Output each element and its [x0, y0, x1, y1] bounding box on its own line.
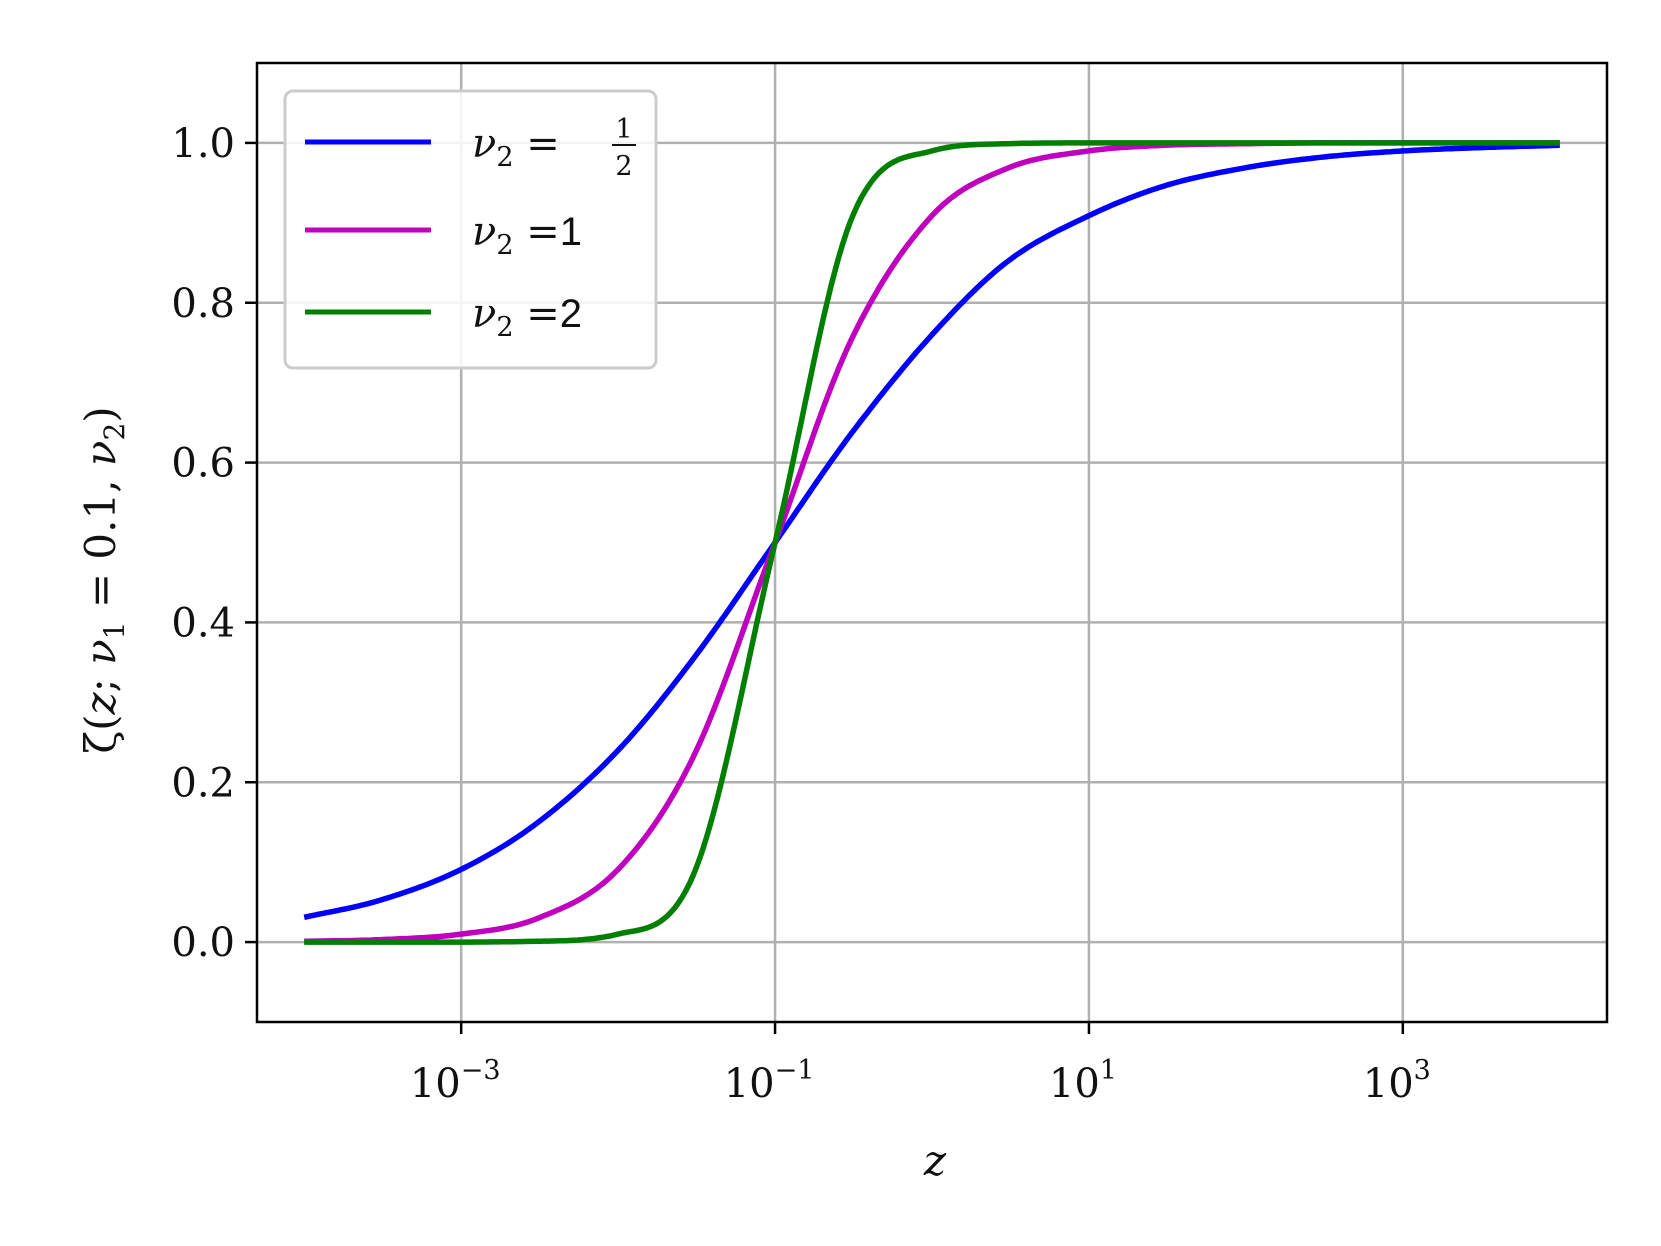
legend-sub-1: 2	[496, 230, 513, 261]
y-axis-label-equals: = 0.1,	[76, 466, 125, 621]
x-tick-exponent: 3	[1414, 1055, 1431, 1086]
series-line-3	[304, 140, 1560, 945]
legend-sub-half: 2	[496, 142, 513, 173]
y-axis-label-sub2: 2	[98, 423, 131, 441]
legend-value-1: 1	[560, 210, 582, 254]
legend-label-nu2-2: ν2 =2	[472, 291, 582, 343]
x-tick-exponent: −3	[461, 1055, 501, 1086]
x-tick-base: 10	[1363, 1061, 1414, 1107]
series-line-1	[303, 142, 1560, 920]
y-axis-label-nu1: ν	[76, 639, 125, 665]
legend-label-nu2-1: ν2 =1	[472, 209, 582, 261]
legend-nu-2: ν	[472, 291, 496, 337]
x-tick-base: 10	[410, 1061, 461, 1107]
x-tick-label: 10−3	[410, 1055, 501, 1107]
x-tick-base: 10	[724, 1061, 775, 1107]
legend-value-2: 2	[560, 292, 582, 336]
y-tick-label: 1.0	[171, 121, 235, 167]
x-axis-label: z	[923, 1136, 947, 1185]
x-tick-exponent: 1	[1100, 1055, 1117, 1086]
y-tick-label: 0.8	[171, 281, 235, 327]
legend-fraction: 1 2	[612, 114, 636, 182]
y-axis-label-close: )	[76, 406, 125, 422]
y-tick-label: 0.4	[171, 600, 235, 646]
y-axis-label-zeta: ζ(	[76, 715, 125, 754]
legend-label-nu2-half: ν2 =	[472, 121, 560, 173]
axes	[255, 61, 1609, 1024]
y-axis-label-semi: ;	[76, 665, 125, 693]
series-lines	[303, 140, 1560, 945]
legend-fraction-numerator: 1	[615, 114, 632, 145]
y-tick-label: 0.2	[171, 760, 235, 806]
y-axis-label-z: z	[76, 692, 125, 716]
y-axis-label-sub1: 1	[98, 621, 131, 639]
legend-eq-2: =	[514, 291, 560, 337]
x-tick-label: 103	[1363, 1055, 1431, 1107]
legend-nu-1: ν	[472, 209, 496, 255]
legend-nu-half: ν	[472, 121, 496, 167]
legend-eq-1: =	[514, 209, 560, 255]
y-tick-label: 0.6	[171, 441, 235, 487]
legend-fraction-denominator: 2	[615, 151, 632, 182]
y-axis-label-nu2: ν	[76, 441, 125, 467]
y-axis-label: ζ(z; ν1 = 0.1, ν2)	[76, 406, 131, 753]
x-tick-base: 10	[1049, 1061, 1100, 1107]
legend-eq-half: =	[514, 121, 560, 167]
x-tick-exponent: −1	[775, 1055, 815, 1086]
y-tick-label: 0.0	[171, 920, 235, 966]
legend-frame	[283, 89, 658, 370]
x-tick-label: 101	[1049, 1055, 1117, 1107]
plot-frame	[255, 61, 1609, 1024]
legend: ν2 = 1 2 ν2 =1 ν2 =2	[283, 89, 658, 370]
legend-sub-2: 2	[496, 312, 513, 343]
x-tick-label: 10−1	[724, 1055, 815, 1107]
